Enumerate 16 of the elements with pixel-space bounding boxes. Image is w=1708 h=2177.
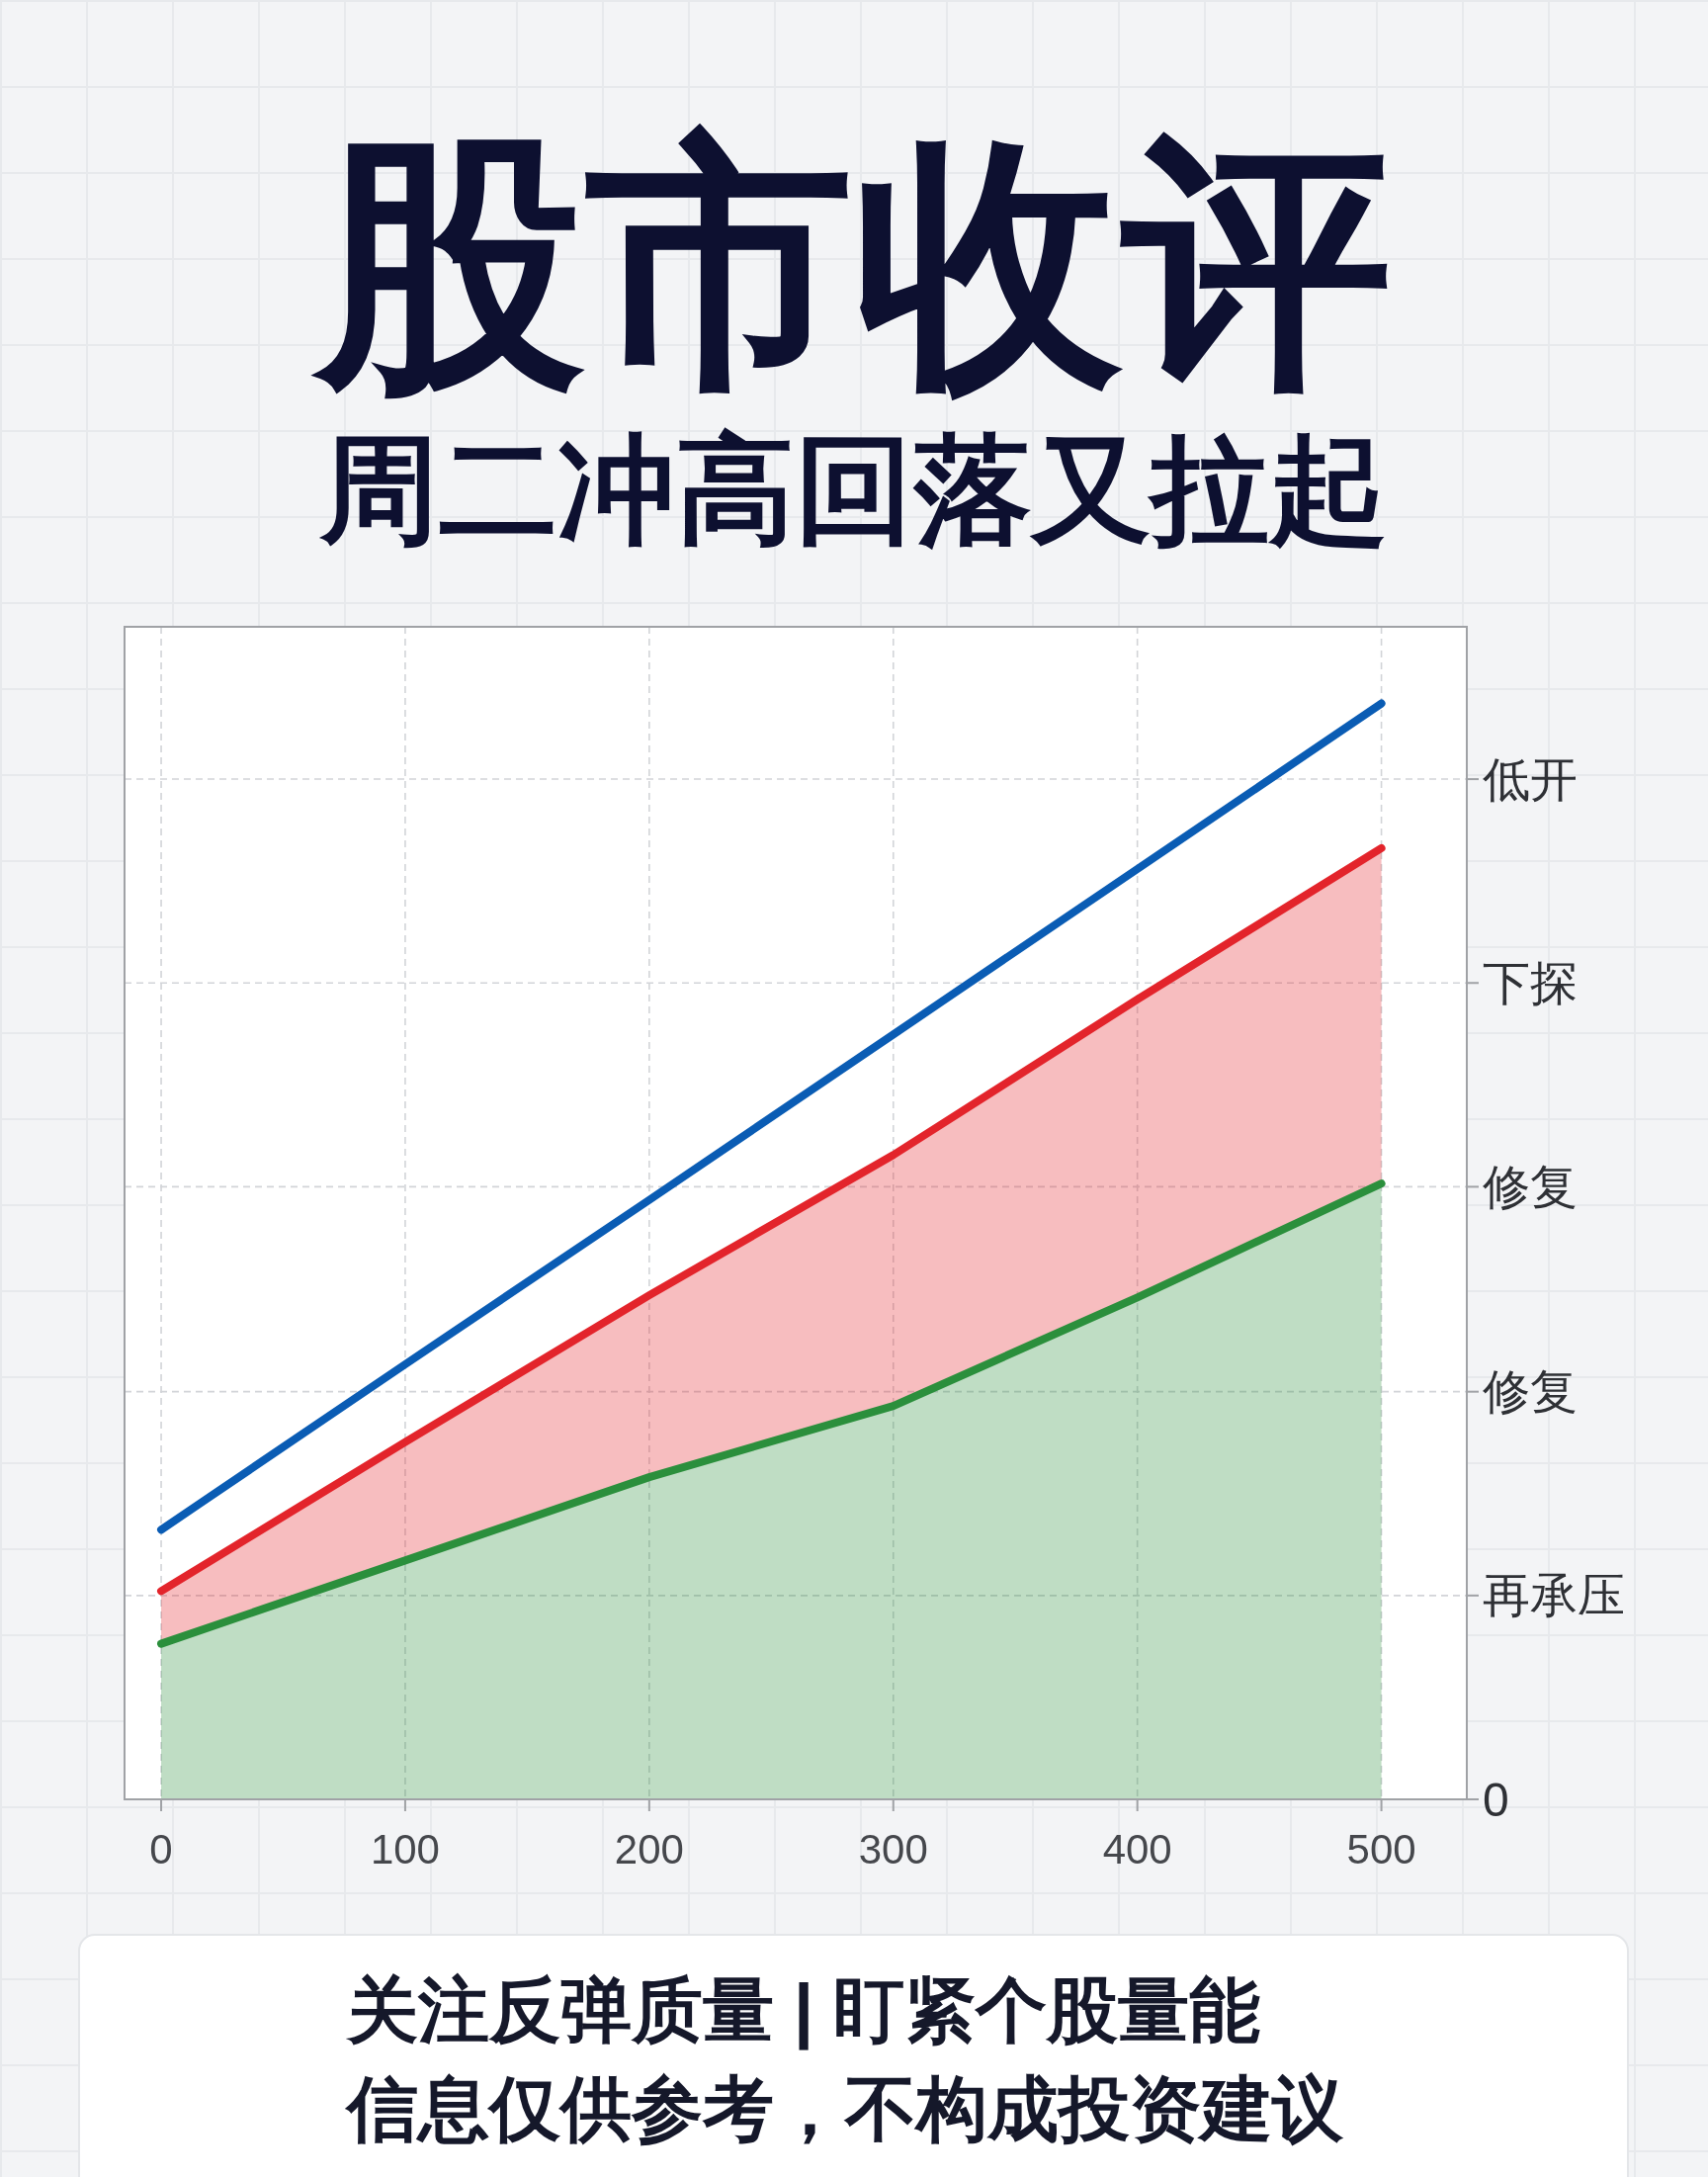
chart-subtitle: 周二冲高回落又拉起	[318, 423, 1388, 556]
x-tick-label: 500	[1346, 1825, 1416, 1872]
ref-line-label: 低开	[1483, 752, 1578, 806]
x-tick-label: 0	[149, 1825, 173, 1872]
chart-title: 股市收评	[307, 114, 1392, 414]
ref-line-label: 修复	[1483, 1160, 1578, 1213]
ref-line-label: 修复	[1483, 1365, 1578, 1419]
x-tick-label: 200	[614, 1825, 684, 1872]
x-tick-label: 100	[370, 1825, 440, 1872]
ref-line-label: 下探	[1483, 956, 1578, 1009]
ref-line-label: 0	[1483, 1773, 1509, 1826]
text: 关注反弹质量 | 盯紧个股量能	[345, 1970, 1261, 2050]
x-tick-label: 400	[1102, 1825, 1172, 1872]
text: 信息仅供参考，不构成投资建议	[344, 2069, 1344, 2148]
x-tick-label: 300	[858, 1825, 928, 1872]
ref-line-label: 再承压	[1483, 1569, 1625, 1622]
